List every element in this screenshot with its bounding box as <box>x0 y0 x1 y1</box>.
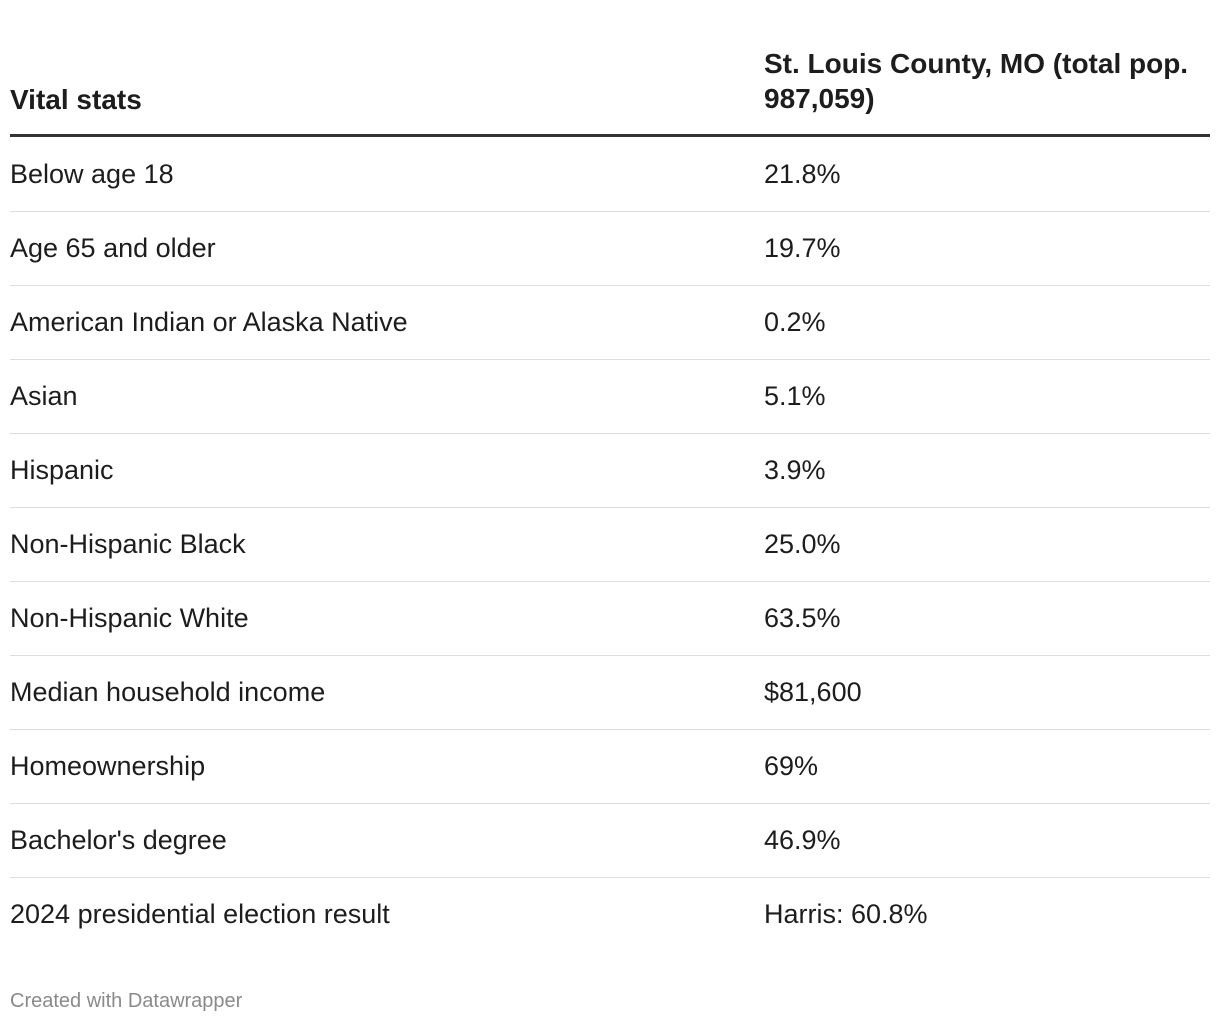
footer-credit: Created with Datawrapper <box>10 990 243 1012</box>
header-cell: Vital stats <box>10 84 142 115</box>
row-label: American Indian or Alaska Native <box>10 307 408 337</box>
row-label: Non-Hispanic White <box>10 603 249 633</box>
row-label: 2024 presidential election result <box>10 899 390 929</box>
row-value: 46.9% <box>764 825 841 855</box>
row-value: 69% <box>764 751 819 781</box>
row-value: 3.9% <box>764 455 826 485</box>
row-value: 63.5% <box>764 603 841 633</box>
row-divider <box>10 581 1210 582</box>
row-divider <box>10 433 1210 434</box>
row-label: Bachelor's degree <box>10 825 227 855</box>
row-value: 21.8% <box>764 159 841 189</box>
row-divider <box>10 877 1210 878</box>
header-rule <box>10 134 1210 137</box>
row-label: Median household income <box>10 677 326 707</box>
row-value: $81,600 <box>764 677 862 707</box>
row-label: Hispanic <box>10 455 114 485</box>
header-cell: St. Louis County, MO (total pop. 987,059… <box>764 48 1189 114</box>
row-label: Below age 18 <box>10 159 174 189</box>
row-value: 0.2% <box>764 307 826 337</box>
row-value: 5.1% <box>764 381 826 411</box>
row-divider <box>10 655 1210 656</box>
row-label: Non-Hispanic Black <box>10 529 246 559</box>
row-divider <box>10 507 1210 508</box>
row-divider <box>10 803 1210 804</box>
row-value: 25.0% <box>764 529 841 559</box>
row-label: Age 65 and older <box>10 233 216 263</box>
row-label: Homeownership <box>10 751 206 781</box>
row-value: Harris: 60.8% <box>764 899 928 929</box>
row-label: Asian <box>10 381 78 411</box>
row-divider <box>10 729 1210 730</box>
row-divider <box>10 285 1210 286</box>
row-divider <box>10 211 1210 212</box>
row-divider <box>10 359 1210 360</box>
row-value: 19.7% <box>764 233 841 263</box>
